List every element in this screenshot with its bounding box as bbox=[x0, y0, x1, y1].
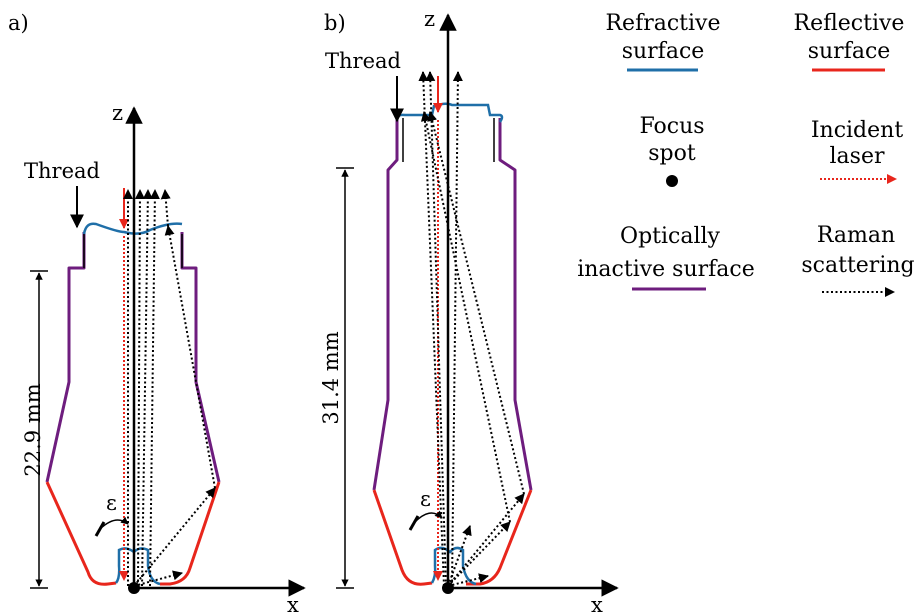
panel-a-x-label: x bbox=[287, 593, 299, 616]
panel-b-dimension bbox=[336, 167, 354, 589]
legend-raman-line1: Raman bbox=[817, 223, 895, 248]
legend-incident: Incident laser bbox=[811, 118, 903, 184]
panel-a-raman-scattering bbox=[123, 189, 216, 587]
panel-b: b) z x bbox=[319, 7, 619, 616]
panel-b-angle-arc bbox=[413, 510, 443, 524]
panel-a-thread-label: Thread bbox=[24, 159, 100, 183]
panel-a-dimension bbox=[30, 270, 48, 589]
panel-b-inactive-surface bbox=[372, 118, 533, 491]
panel-b-dimension-label: 31.4 mm bbox=[319, 331, 343, 424]
legend-reflective: Reflective surface bbox=[794, 11, 905, 72]
legend-focus-line2: spot bbox=[648, 141, 696, 166]
panel-b-thread-lines bbox=[402, 118, 495, 162]
panel-a-label: a) bbox=[8, 11, 29, 35]
panel-a-angle-label: ε bbox=[106, 491, 117, 515]
legend-reflective-line1: Reflective bbox=[794, 11, 905, 36]
panel-b-x-label: x bbox=[591, 593, 603, 616]
legend-focus-line1: Focus bbox=[639, 114, 704, 139]
legend-reflective-line2: surface bbox=[808, 39, 891, 64]
panel-a-z-label: z bbox=[112, 101, 123, 125]
panel-b-reflective-surface bbox=[372, 489, 533, 586]
legend-refractive: Refractive surface bbox=[605, 11, 721, 72]
panel-a-focus-spot bbox=[128, 582, 140, 594]
legend-focus-dot bbox=[666, 175, 678, 187]
legend: Refractive surface Reflective surface Fo… bbox=[577, 11, 915, 297]
legend-incident-line2: laser bbox=[830, 144, 885, 169]
panel-a-thread-lines bbox=[83, 234, 183, 268]
legend-inactive-line2: inactive surface bbox=[577, 257, 755, 282]
legend-refractive-line2: surface bbox=[622, 39, 705, 64]
legend-incident-line1: Incident bbox=[811, 118, 903, 143]
panel-b-label: b) bbox=[324, 11, 346, 35]
panel-b-z-label: z bbox=[424, 7, 435, 31]
legend-focus: Focus spot bbox=[639, 114, 705, 187]
legend-raman: Raman scattering bbox=[801, 223, 915, 297]
panel-a-angle-arc bbox=[99, 516, 129, 530]
legend-raman-line2: scattering bbox=[801, 253, 914, 278]
panel-b-focus-spot bbox=[442, 582, 454, 594]
legend-inactive-line1: Optically bbox=[620, 224, 721, 249]
panel-b-raman-scattering bbox=[418, 71, 525, 587]
panel-a-reflective-surface bbox=[45, 481, 221, 586]
panel-a-dimension-label: 22.9 mm bbox=[21, 383, 45, 476]
panel-b-angle-label: ε bbox=[420, 487, 431, 511]
panel-b-thread-label: Thread bbox=[325, 49, 401, 73]
legend-inactive: Optically inactive surface bbox=[577, 224, 755, 291]
legend-refractive-line1: Refractive bbox=[605, 11, 720, 36]
panel-a: a) z x bbox=[8, 11, 306, 616]
